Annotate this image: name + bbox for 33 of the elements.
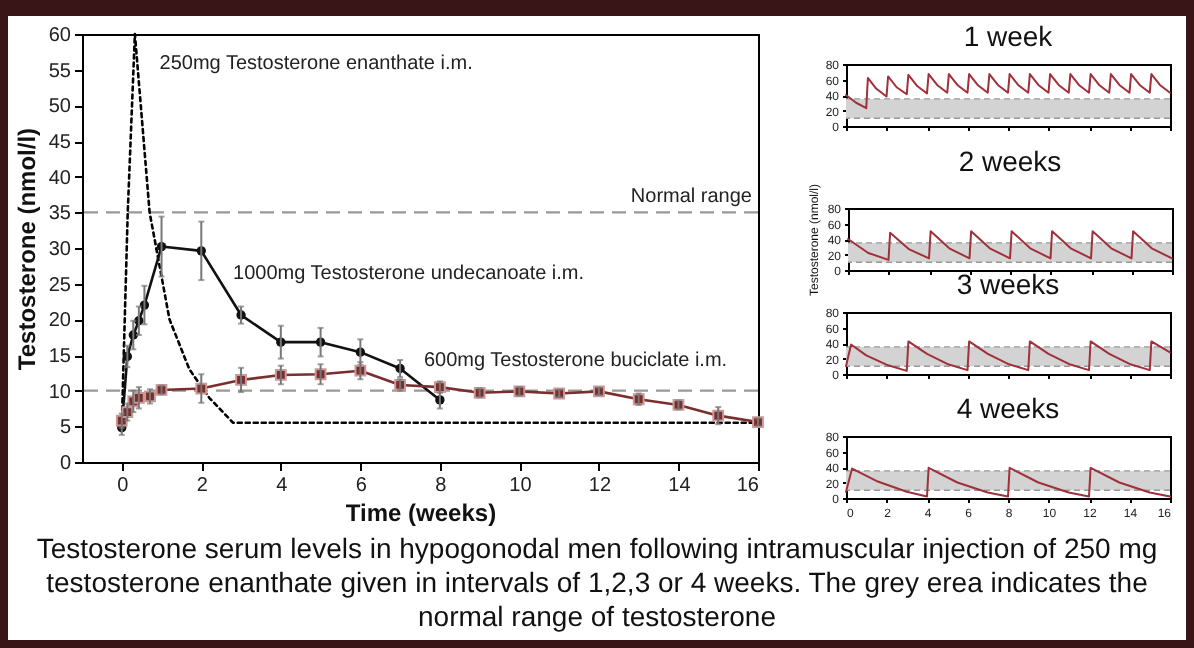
- x-tick-label: 6: [355, 475, 368, 497]
- x-tick-label: 2: [196, 475, 209, 497]
- x-tick-label: 4: [276, 475, 289, 497]
- x-tick-label: 12: [588, 475, 612, 497]
- chart-title: 2 weeks: [958, 144, 1062, 177]
- series-label: 1000mg Testosterone undecanoate i.m.: [233, 262, 585, 285]
- text: Testosterone serum levels in hypogonodal men following intramuscular injection of 250 mg testosterone enanthate given in intervals of 1,2,3 or 4 weeks. The grey erea indicates the normal range of testosterone: [34, 532, 1160, 634]
- y-tick-label: 40: [48, 167, 72, 190]
- y-tick-label: 30: [48, 239, 72, 261]
- x-tick-label: 16: [736, 475, 760, 497]
- y-tick-label: 50: [48, 96, 72, 119]
- x-tick-label: 10: [509, 475, 533, 497]
- y-tick-label: 45: [48, 132, 72, 154]
- y-tick-label: 60: [48, 25, 72, 47]
- y-tick-label: 20: [48, 310, 72, 333]
- y-tick-label: 10: [48, 381, 72, 404]
- y-axis-title: Testosterone (nmol/l): [12, 127, 41, 371]
- chart-title: 4 weeks: [956, 392, 1060, 424]
- y-tick-label: 15: [48, 346, 72, 368]
- x-axis-title: Time (weeks): [345, 499, 497, 527]
- y-tick-label: 5: [59, 417, 72, 440]
- ref-line-label: Normal range: [630, 186, 753, 209]
- series-label: 250mg Testosterone enanthate i.m.: [159, 52, 473, 75]
- y-tick-label: 25: [48, 274, 72, 297]
- chart-title: 1 week: [963, 20, 1055, 52]
- x-tick-label: 8: [435, 475, 448, 497]
- y-tick-label: 0: [59, 453, 72, 475]
- y-tick-label: 35: [48, 203, 72, 226]
- x-tick-label: 14: [668, 475, 692, 497]
- series-label: 600mg Testosterone buciclate i.m.: [423, 349, 728, 372]
- x-tick-label: 0: [117, 475, 130, 497]
- chart-title: 3 weeks: [956, 268, 1060, 300]
- y-tick-label: 55: [48, 60, 72, 83]
